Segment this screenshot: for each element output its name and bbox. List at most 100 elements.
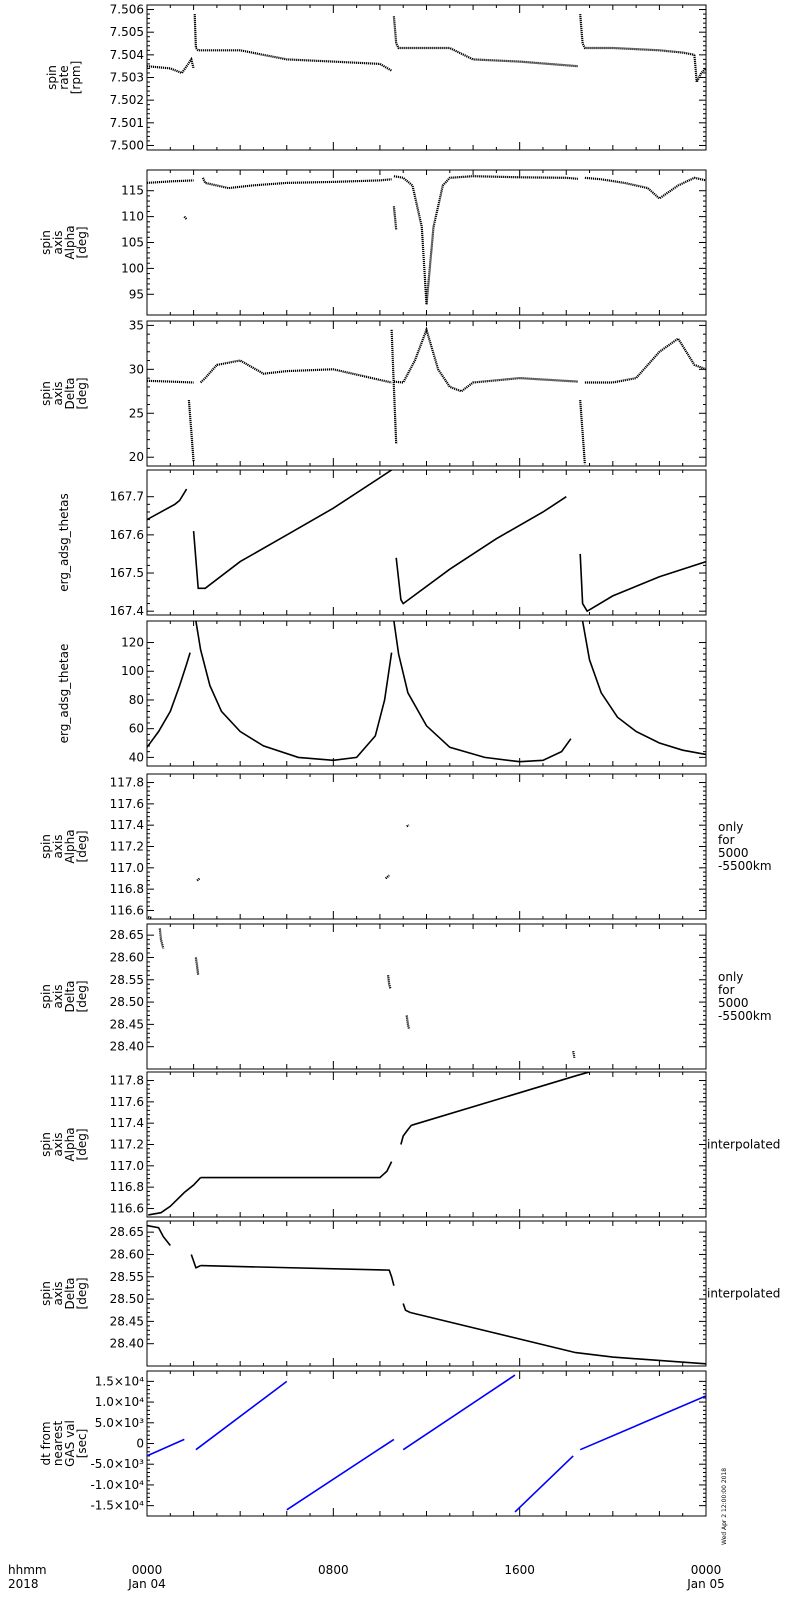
y-axis-label-line: spin (39, 1281, 53, 1306)
data-segment (579, 553, 706, 613)
right-note-line: interpolated (707, 1138, 780, 1152)
data-segment (693, 54, 706, 86)
y-tick-label: 28.55 (110, 1270, 144, 1284)
data-series (158, 928, 576, 1058)
timestamp-stamp: Wed Apr 2 12:00:00 2018 (721, 1468, 728, 1545)
y-axis-label-line: axis (51, 834, 65, 858)
right-note-line: -5500km (718, 859, 772, 873)
data-series (148, 1072, 590, 1216)
y-axis-label-line: Alpha (63, 225, 77, 259)
data-segment (579, 14, 695, 56)
panel-frame (146, 620, 707, 767)
y-tick-label: 117.8 (110, 1074, 144, 1088)
x-tick-label-time: 0800 (318, 1563, 349, 1577)
y-tick-label: 25 (129, 406, 144, 420)
data-segment (187, 400, 195, 462)
y-tick-label: 100 (121, 261, 144, 275)
y-tick-label: 116.8 (110, 1180, 144, 1194)
data-segment (393, 326, 578, 393)
panel-frame (146, 1071, 707, 1218)
data-segment (392, 206, 398, 230)
y-axis-label-line: axis (51, 1281, 65, 1305)
y-axis-label-line: axis (51, 984, 65, 1008)
y-tick-label: 20 (129, 450, 144, 464)
y-axis-label-line: [rpm] (69, 61, 83, 95)
y-axis-label-line: spin (45, 65, 59, 90)
y-tick-label: 167.4 (110, 604, 144, 618)
data-segment (194, 957, 200, 976)
panel-10: -1.5×10⁴ -1.0×10⁴ -5.0×10³ 0 5.0×10³ 1.0×10⁴ 1… (39, 1370, 707, 1517)
data-segment (147, 56, 195, 75)
y-axis-label-line: [deg] (75, 1278, 89, 1310)
data-segment (190, 1254, 201, 1269)
footer-row2-label: 2018 (8, 1577, 39, 1591)
data-segment (193, 14, 393, 72)
panel-7: 28.40 28.45 28.50 28.55 28.60 28.65 spinaxisDe… (39, 923, 772, 1070)
y-axis-label-line: spin (39, 1132, 53, 1157)
data-segment (393, 175, 578, 305)
data-segment (195, 621, 393, 762)
data-segment (402, 1374, 516, 1451)
y-tick-label: -5.0×10³ (90, 1457, 144, 1471)
data-segment (200, 1161, 393, 1179)
y-axis-label-line: [deg] (75, 227, 89, 259)
panel-9: 28.40 28.45 28.50 28.55 28.60 28.65 spinaxisDe… (39, 1220, 780, 1367)
data-segment (400, 1124, 413, 1145)
data-segment (572, 1051, 576, 1058)
y-tick-label: 7.504 (110, 48, 144, 62)
y-tick-label: 117.4 (110, 818, 144, 832)
data-segment (410, 1311, 706, 1365)
right-note-line: for (718, 983, 735, 997)
panel-frame (146, 1370, 707, 1517)
y-tick-label: 1.5×10⁴ (95, 1374, 144, 1388)
y-axis-label-line: [deg] (75, 981, 89, 1013)
data-segment (286, 1438, 395, 1511)
y-tick-label: 35 (129, 318, 144, 332)
data-segment (581, 621, 706, 756)
data-segment (405, 1015, 411, 1030)
data-segment (584, 337, 706, 384)
right-note-line: only (718, 820, 743, 834)
right-note-line: 5000 (718, 996, 749, 1010)
data-segment (579, 400, 586, 465)
data-series (147, 621, 706, 763)
y-tick-label: 28.50 (110, 1292, 144, 1306)
data-segment (195, 1380, 288, 1451)
y-axis-label-line: [deg] (75, 831, 89, 863)
y-tick-label: 120 (121, 636, 144, 650)
right-note-line: only (718, 970, 743, 984)
data-segment (158, 928, 165, 949)
x-tick-label-date: Jan 04 (127, 1577, 166, 1591)
y-tick-label: 7.501 (110, 116, 144, 130)
y-axis-label-line: Alpha (63, 1127, 77, 1161)
data-series (147, 1374, 706, 1513)
data-segment (393, 621, 572, 763)
data-segment (148, 1177, 202, 1216)
y-tick-label: 117.0 (110, 1159, 144, 1173)
y-tick-label: 28.65 (110, 928, 144, 942)
panel-1: 7.500 7.501 7.502 7.503 7.504 7.505 7.506 spinr… (45, 3, 707, 152)
y-axis-label-line: spin (39, 834, 53, 859)
y-tick-label: 110 (121, 210, 144, 224)
data-segment (390, 329, 398, 445)
right-note-line: -5500km (718, 1009, 772, 1023)
y-axis-label-line: spin (39, 381, 53, 406)
data-segment (147, 488, 188, 521)
y-axis-label-line: [deg] (75, 1129, 89, 1161)
panels-group: 7.5007.5017.5027.5037.5047.5057.506spinr… (39, 3, 780, 1517)
data-series (147, 824, 410, 919)
right-note-line: 5000 (718, 846, 749, 860)
y-tick-label: 117.2 (110, 1138, 144, 1152)
y-tick-label: 95 (129, 287, 144, 301)
data-segment (387, 975, 392, 989)
footer-group: hhmm 2018 Wed Apr 2 12:00:00 2018 0000Ja… (8, 1468, 728, 1591)
y-tick-label: 167.5 (110, 566, 144, 580)
panel-frame (146, 923, 707, 1070)
data-segment (411, 1072, 590, 1127)
y-tick-label: 28.45 (110, 1314, 144, 1328)
data-segment (395, 496, 567, 605)
y-tick-label: 105 (121, 236, 144, 250)
y-tick-label: 117.2 (110, 840, 144, 854)
